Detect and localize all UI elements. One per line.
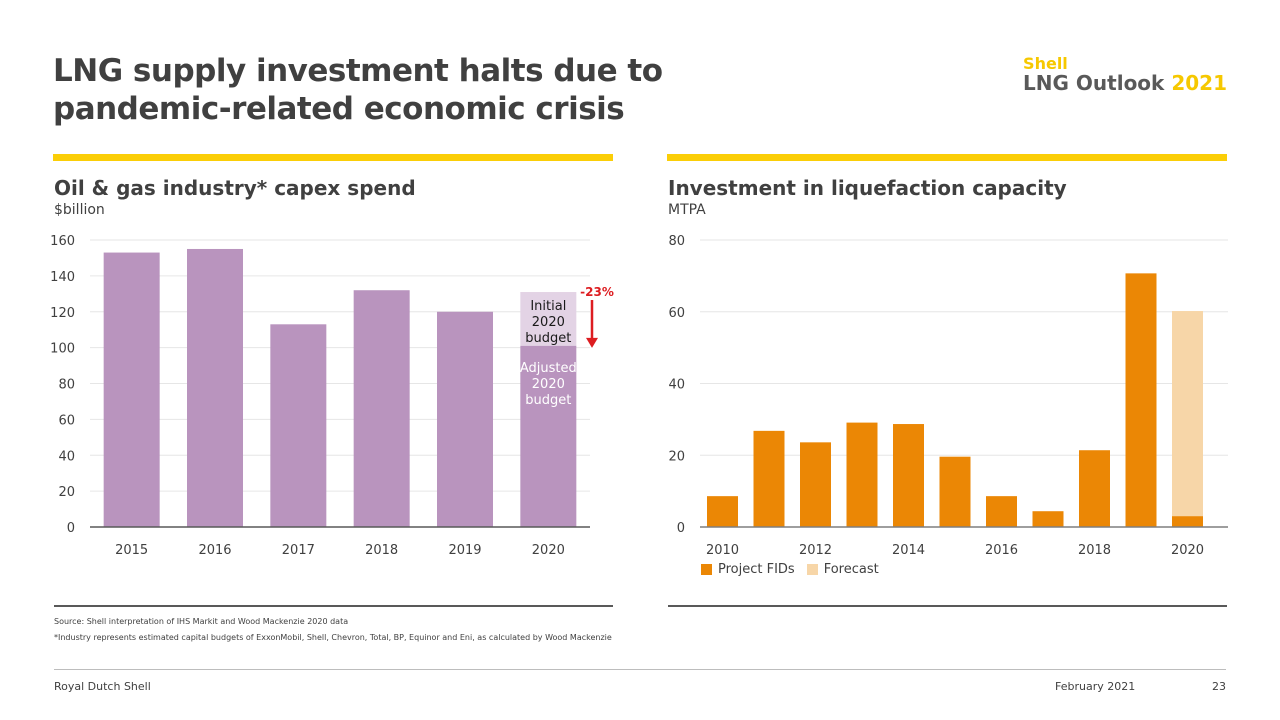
footnote: *Industry represents estimated capital b…: [54, 633, 612, 642]
bar-2017: [270, 324, 327, 527]
bar-adjusted-2020-budget: [520, 345, 577, 527]
bar-2019: [437, 311, 493, 527]
right-yellow-divider: [667, 154, 1227, 161]
fid-bar-2015: [939, 456, 971, 527]
y-tick-label: 20: [58, 485, 75, 500]
slide-title-line-1: LNG supply investment halts due to: [53, 53, 663, 89]
bar-2015: [103, 252, 160, 527]
adjusted-budget-label: 2020: [532, 377, 565, 392]
legend-label-forecast: Forecast: [823, 562, 879, 577]
initial-budget-label: Initial: [530, 299, 566, 314]
y-tick-label: 100: [50, 342, 75, 357]
notes: Source: Shell interpretation of IHS Mark…: [54, 614, 612, 646]
y-tick-label: 140: [50, 270, 75, 285]
x-tick-label: 2015: [115, 543, 148, 558]
forecast-bar-2020: [1172, 311, 1203, 527]
bar-2018: [353, 290, 410, 527]
y-tick-label: 80: [58, 378, 75, 393]
y-tick-label: 60: [668, 306, 685, 321]
footer-company: Royal Dutch Shell: [54, 680, 151, 693]
x-tick-label: 2010: [706, 543, 739, 558]
brand-shell: Shell: [1023, 54, 1068, 73]
y-tick-label: 20: [668, 449, 685, 464]
fid-bar-2019: [1125, 273, 1157, 527]
left-yellow-divider: [53, 154, 613, 161]
y-tick-label: 120: [50, 306, 75, 321]
y-tick-label: 0: [677, 521, 685, 536]
adjusted-budget-label: Adjusted: [520, 361, 577, 376]
fid-bar-2014: [893, 424, 924, 527]
left-bottom-rule: [54, 605, 613, 607]
left-chart-unit: $billion: [54, 202, 105, 218]
x-tick-label: 2017: [282, 543, 315, 558]
y-tick-label: 160: [50, 234, 75, 249]
adjusted-budget-label: budget: [525, 393, 571, 408]
right-bottom-rule: [668, 605, 1227, 607]
legend-swatch-forecast: [806, 564, 818, 575]
y-tick-label: 40: [58, 449, 75, 464]
slide-title-line-2: pandemic-related economic crisis: [53, 91, 625, 127]
x-tick-label: 2020: [1171, 543, 1204, 558]
fid-bar-2010: [707, 496, 738, 527]
footer-rule: [54, 669, 1226, 670]
legend-item-forecast: Forecast: [806, 562, 879, 577]
fid-bar-2018: [1079, 450, 1110, 527]
y-tick-label: 0: [67, 521, 75, 536]
bar-initial-2020-budget: [520, 292, 577, 346]
x-tick-label: 2018: [1078, 543, 1111, 558]
brand-outlook-text: LNG Outlook: [1023, 71, 1165, 95]
y-tick-label: 80: [668, 234, 685, 249]
change-percent-label: -23%: [580, 285, 614, 299]
x-tick-label: 2018: [365, 543, 398, 558]
x-tick-label: 2019: [448, 543, 481, 558]
page-number: 23: [1212, 680, 1226, 693]
x-tick-label: 2014: [892, 543, 925, 558]
initial-budget-label: 2020: [532, 315, 565, 330]
slide-title: LNG supply investment halts due to pande…: [53, 52, 753, 128]
footer-date: February 2021: [1055, 680, 1136, 693]
initial-budget-label: budget: [525, 331, 571, 346]
legend-item-project-fids: Project FIDs: [701, 562, 795, 577]
fid-bar-2020: [1172, 516, 1203, 527]
brand-outlook: LNG Outlook 2021: [1023, 72, 1227, 94]
source-note: Source: Shell interpretation of IHS Mark…: [54, 617, 349, 626]
fid-bar-2012: [800, 442, 831, 527]
x-tick-label: 2016: [985, 543, 1018, 558]
fid-bar-2013: [846, 422, 878, 527]
left-chart-title: Oil & gas industry* capex spend: [54, 176, 416, 200]
bar-2016: [187, 248, 243, 527]
brand-logo: Shell LNG Outlook 2021: [1023, 54, 1227, 95]
fid-bar-2011: [753, 430, 785, 527]
brand-year: 2021: [1171, 71, 1227, 95]
legend-swatch-project-fids: [701, 564, 712, 575]
y-tick-label: 40: [668, 378, 685, 393]
right-chart-title: Investment in liquefaction capacity: [668, 176, 1067, 200]
fid-bar-2017: [1032, 511, 1064, 527]
fid-bar-2016: [986, 496, 1017, 527]
legend: Project FIDs Forecast: [701, 562, 891, 577]
down-arrow-icon: [586, 337, 598, 348]
x-tick-label: 2020: [532, 543, 565, 558]
x-tick-label: 2012: [799, 543, 832, 558]
legend-label-project-fids: Project FIDs: [718, 562, 795, 577]
x-tick-label: 2016: [198, 543, 231, 558]
y-tick-label: 60: [58, 413, 75, 428]
right-chart-unit: MTPA: [668, 202, 706, 218]
